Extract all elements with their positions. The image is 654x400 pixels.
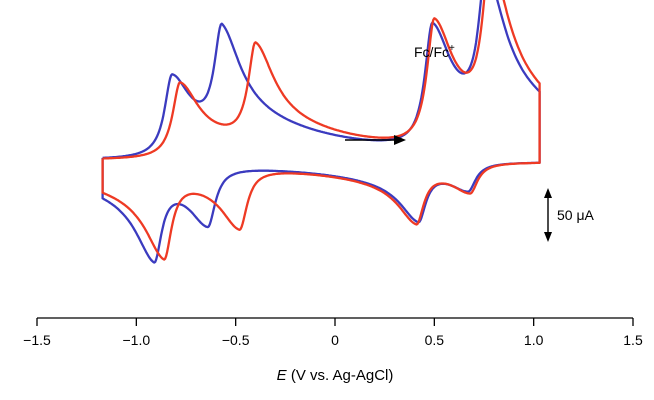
scale-bar-arrow-down <box>544 232 552 242</box>
current-scale-bar <box>544 188 552 242</box>
x-tick-label: −0.5 <box>222 332 250 348</box>
curves-layer <box>101 0 541 264</box>
scale-bar-arrow-up <box>544 188 552 198</box>
scale-bar-label: 50 μA <box>557 207 595 223</box>
x-tick-label: −1.5 <box>23 332 51 348</box>
x-ticks: −1.5 −1.0 −0.5 0 0.5 1.0 1.5 <box>23 318 643 348</box>
sweep-direction-arrow <box>345 135 406 145</box>
x-axis: −1.5 −1.0 −0.5 0 0.5 1.0 1.5 <box>23 317 643 348</box>
x-axis-units: (V vs. Ag-AgCl) <box>287 367 394 384</box>
x-tick-label: 0 <box>331 332 339 348</box>
x-tick-label: −1.0 <box>123 332 151 348</box>
reference-couple-text: Fc/Fc <box>414 44 449 60</box>
x-axis-title: E (V vs. Ag-AgCl) <box>277 367 394 384</box>
x-tick-label: 1.5 <box>623 332 643 348</box>
x-tick-label: 0.5 <box>425 332 445 348</box>
reference-couple-superscript: + <box>449 43 455 54</box>
cv-series-line <box>101 0 541 261</box>
reference-couple-label: Fc/Fc+ <box>414 43 455 60</box>
x-axis-variable: E <box>277 367 288 384</box>
x-tick-label: 1.0 <box>524 332 544 348</box>
sweep-arrow-head <box>394 135 406 145</box>
